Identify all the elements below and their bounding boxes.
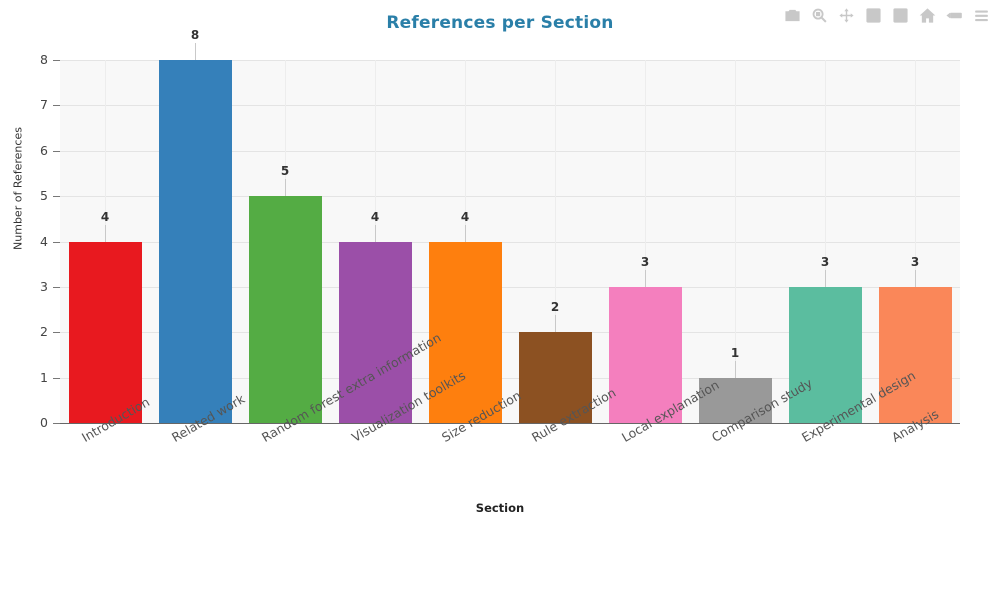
bar[interactable] [249,196,322,423]
plotly-modebar[interactable] [781,4,992,26]
gridline-horizontal [60,60,960,61]
bar-value-label: 4 [370,209,380,224]
x-axis-title: Section [475,501,525,515]
bar-value-label: 1 [730,345,740,360]
bar[interactable] [609,286,682,423]
toggle-spikelines-icon[interactable] [970,4,992,26]
bar[interactable] [789,286,862,423]
y-axis-tick-mark [53,196,60,197]
bar[interactable] [69,241,142,423]
y-axis-tick-mark [53,242,60,243]
gridline-horizontal [60,286,960,288]
gridline-vertical [555,60,556,423]
bar-value-label: 2 [550,300,560,315]
gridline-vertical [645,60,646,423]
y-axis-tick-label: 4 [40,233,48,249]
bar-label-connector [825,269,826,287]
y-axis-tick-label: 5 [40,188,48,204]
y-axis-title: Number of References [11,127,25,250]
y-axis-tick-mark [53,105,60,106]
plot-area[interactable]: 4 8 5 4 4 2 3 1 3 3 [60,28,960,423]
bar-label-connector [105,224,106,242]
gridline-horizontal [60,241,960,243]
y-axis-tick-label: 7 [40,97,48,113]
bar[interactable] [339,241,412,423]
bar-label-connector [375,224,376,242]
gridline-horizontal [60,105,960,107]
bar-value-label: 8 [190,28,200,42]
bar[interactable] [159,60,232,423]
gridline-horizontal [60,196,960,198]
y-axis-tick-label: 8 [40,52,48,67]
y-axis-tick-mark [53,332,60,333]
bar-label-connector [555,315,556,333]
bar-value-label: 3 [640,254,650,269]
gridline-vertical [825,60,826,423]
bar-value-label: 4 [460,209,470,224]
download-plot-icon[interactable] [781,4,803,26]
bar-label-connector [735,360,736,378]
zoom-in-icon[interactable] [862,4,884,26]
bar-value-label: 3 [820,254,830,269]
zoom-out-icon[interactable] [889,4,911,26]
bar-value-label: 4 [100,209,110,224]
gridline-horizontal [60,150,960,152]
bar-label-connector [465,224,466,242]
bar-value-label: 3 [910,254,920,269]
bar-value-label: 5 [280,164,290,179]
bar-label-connector [645,269,646,287]
y-axis-tick-label: 3 [40,278,48,294]
gridline-vertical [915,60,916,423]
bar[interactable] [429,241,502,423]
bar-label-connector [915,269,916,287]
gridline-horizontal [60,377,960,379]
page-title: References per Section [386,13,614,33]
bar[interactable] [879,286,952,423]
y-axis-tick-label: 6 [40,142,48,158]
autoscale-home-icon[interactable] [916,4,938,26]
y-axis-tick-label: 0 [40,415,48,430]
pan-icon[interactable] [835,4,857,26]
y-axis-tick-label: 2 [40,324,48,340]
y-axis-tick-mark [53,151,60,152]
y-axis-tick-mark [53,423,60,424]
bar-label-connector [285,179,286,197]
y-axis-tick-label: 1 [40,369,48,385]
gridline-horizontal [60,332,960,334]
y-axis-tick-mark [53,378,60,379]
bar[interactable] [519,332,592,423]
bar-label-connector [195,43,196,60]
x-axis-line [60,423,960,424]
y-axis-tick-mark [53,287,60,288]
zoom-icon[interactable] [808,4,830,26]
gridline-vertical [735,60,736,423]
reset-axes-icon[interactable] [943,4,965,26]
y-axis-tick-mark [53,60,60,61]
bar[interactable] [699,377,772,423]
